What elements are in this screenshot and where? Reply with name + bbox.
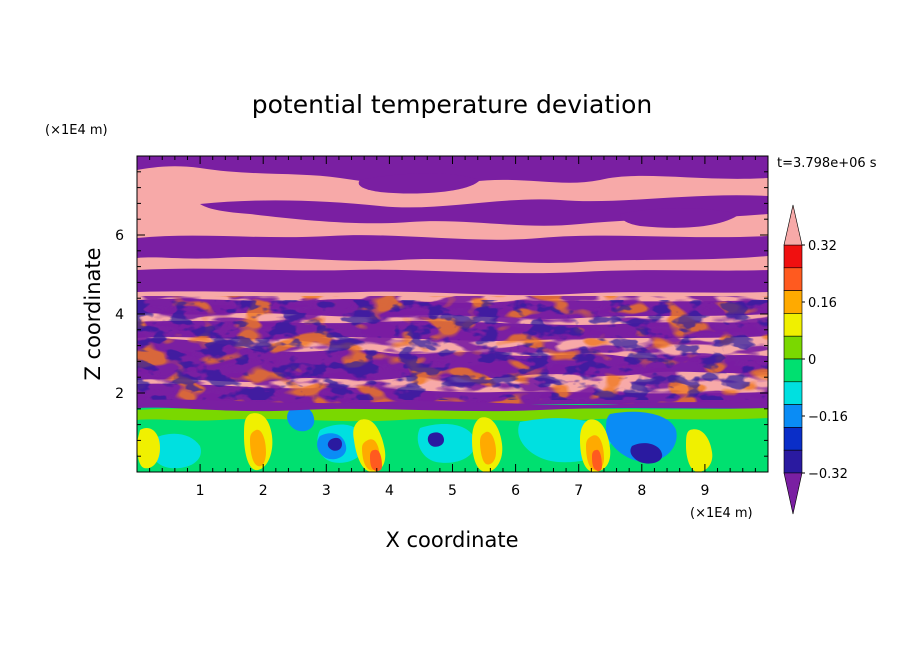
colorbar-swatch [783, 313, 803, 337]
colorbar-swatch [783, 427, 803, 451]
x-tick-label: 3 [322, 483, 331, 499]
colorbar-swatch [783, 267, 803, 291]
y-tick-label: 2 [115, 386, 124, 402]
x-tick-label: 2 [259, 483, 268, 499]
y-tick-label: 6 [115, 228, 124, 244]
x-tick-label: 5 [448, 483, 457, 499]
x-axis-unit: (×1E4 m) [690, 506, 753, 521]
y-axis-title: Z coordinate [81, 247, 105, 380]
colorbar-tick-label: 0.32 [808, 239, 837, 254]
x-tick-label: 6 [511, 483, 520, 499]
time-label: t=3.798e+06 s [777, 156, 877, 171]
x-tick-label: 8 [637, 483, 646, 499]
x-tick-label: 1 [196, 483, 205, 499]
y-axis: 2 4 6 [115, 171, 768, 457]
colorbar-swatch [783, 290, 803, 314]
colorbar-swatch [783, 449, 803, 474]
x-tick-label: 9 [700, 483, 709, 499]
y-axis-unit: (×1E4 m) [45, 123, 108, 138]
x-axis-title: X coordinate [385, 528, 518, 552]
heatmap-plot-area [137, 156, 768, 472]
y-tick-label: 4 [115, 307, 124, 323]
colorbar-swatch [783, 244, 803, 269]
colorbar-tick-label: 0 [808, 353, 816, 368]
colorbar-swatch [783, 335, 803, 360]
colorbar-swatch [783, 381, 803, 405]
colorbar-max-triangle [783, 204, 803, 246]
x-axis: 1 2 3 4 5 6 7 8 9 [149, 156, 756, 499]
colorbar: 0.32 0.16 0 −0.16 −0.32 [783, 204, 848, 515]
colorbar-min-triangle [783, 472, 803, 515]
colorbar-tick-label: −0.16 [808, 410, 848, 425]
colorbar-tick-label: −0.32 [808, 467, 848, 482]
colorbar-tick-label: 0.16 [808, 296, 837, 311]
colorbar-swatch [783, 358, 803, 383]
chart-title: potential temperature deviation [252, 90, 652, 119]
colorbar-swatch [783, 404, 803, 428]
x-tick-label: 4 [385, 483, 394, 499]
x-tick-label: 7 [574, 483, 583, 499]
